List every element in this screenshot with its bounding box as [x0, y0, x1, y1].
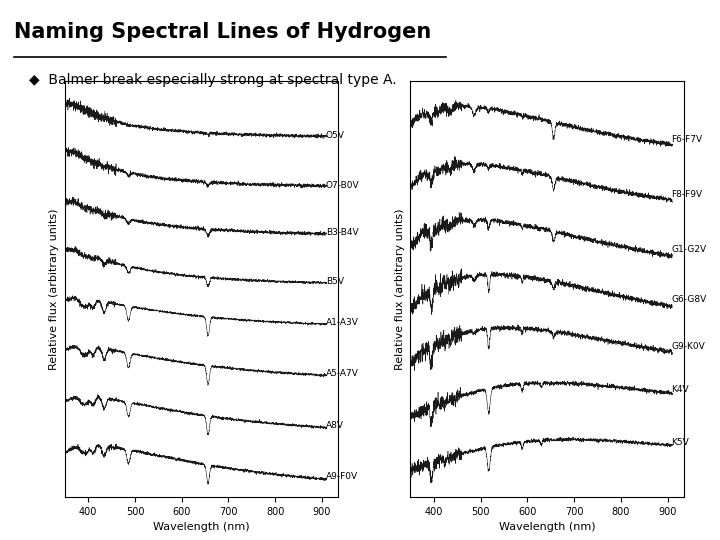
Text: A5-A7V: A5-A7V [325, 369, 359, 378]
X-axis label: Wavelength (nm): Wavelength (nm) [499, 522, 595, 532]
Text: B3-B4V: B3-B4V [325, 228, 359, 238]
Text: A8V: A8V [325, 421, 343, 429]
Text: K4V: K4V [671, 385, 689, 394]
Text: O5V: O5V [325, 131, 345, 140]
Text: G1-G2V: G1-G2V [671, 245, 706, 254]
Text: A9-F0V: A9-F0V [325, 471, 358, 481]
Text: B5V: B5V [325, 278, 343, 286]
Text: F6-F7V: F6-F7V [671, 135, 703, 144]
Y-axis label: Relative flux (arbitrary units): Relative flux (arbitrary units) [49, 208, 59, 370]
X-axis label: Wavelength (nm): Wavelength (nm) [153, 522, 250, 532]
Text: G9-K0V: G9-K0V [671, 342, 705, 350]
Y-axis label: Relative flux (arbitrary units): Relative flux (arbitrary units) [395, 208, 405, 370]
Text: Naming Spectral Lines of Hydrogen: Naming Spectral Lines of Hydrogen [14, 22, 432, 42]
Text: F8-F9V: F8-F9V [671, 190, 703, 199]
Text: A1-A3V: A1-A3V [325, 318, 359, 327]
Text: ◆  Balmer break especially strong at spectral type A.: ◆ Balmer break especially strong at spec… [29, 73, 397, 87]
Text: O7-B0V: O7-B0V [325, 181, 359, 190]
Text: G6-G8V: G6-G8V [671, 295, 706, 304]
Text: K5V: K5V [671, 438, 689, 447]
